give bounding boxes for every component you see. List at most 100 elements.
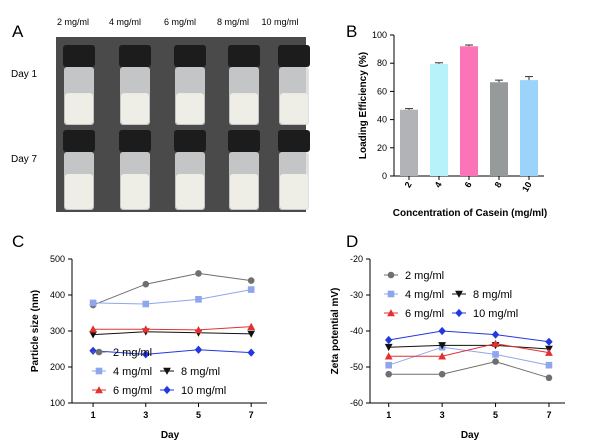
x-axis-label: Concentration of Casein (mg/ml) xyxy=(393,208,547,219)
series-line xyxy=(93,349,252,355)
vial-cap xyxy=(119,130,151,152)
x-tick-label: 2 xyxy=(403,180,414,189)
photo-concentration-label: 8 mg/ml xyxy=(217,17,249,27)
legend-marker xyxy=(95,348,103,356)
vial-liquid xyxy=(176,174,204,209)
series-line xyxy=(93,289,252,305)
series-line xyxy=(93,331,252,336)
series-line xyxy=(388,330,550,343)
x-tick-label: 5 xyxy=(196,410,201,420)
legend-marker xyxy=(387,309,395,317)
data-point xyxy=(89,299,97,307)
data-point xyxy=(385,361,392,369)
x-tick-label: 7 xyxy=(249,410,254,420)
vial-liquid xyxy=(121,93,149,124)
legend-label: 4 mg/ml xyxy=(405,289,444,301)
bar xyxy=(400,109,418,176)
x-tick-label: 5 xyxy=(493,410,498,420)
vial-cap xyxy=(278,130,310,152)
data-point xyxy=(545,361,553,369)
panel-b-bar-chart: B Loading Efficiency (%) Concentration o… xyxy=(346,22,547,219)
y-tick-label: 20 xyxy=(377,143,387,153)
y-axis-label: Particle size (nm) xyxy=(30,290,41,372)
data-point xyxy=(89,346,97,355)
y-tick-label: 100 xyxy=(50,398,65,408)
y-tick-label: 80 xyxy=(377,58,387,68)
vial-liquid xyxy=(280,93,308,124)
series-line xyxy=(92,272,252,306)
vial-liquid xyxy=(65,93,93,124)
vial-liquid xyxy=(230,174,258,209)
panel-letter-c: C xyxy=(12,232,24,251)
x-tick-label: 7 xyxy=(546,410,551,420)
vial-liquid xyxy=(230,93,258,124)
legend-marker xyxy=(387,271,395,279)
x-tick-label: 3 xyxy=(440,410,445,420)
photo-concentration-label: 4 mg/ml xyxy=(109,17,141,27)
legend-marker xyxy=(455,308,463,318)
data-point xyxy=(194,345,203,354)
bar xyxy=(490,82,508,176)
data-point xyxy=(247,322,256,330)
vial-liquid xyxy=(121,174,149,209)
panel-d-line-chart: D Zeta potential mV) Day -20 -30 -40 -50 -60… xyxy=(330,232,565,441)
x-tick-label: 4 xyxy=(433,180,444,189)
vial-liquid xyxy=(280,174,308,209)
data-point xyxy=(247,330,256,338)
vial-cap xyxy=(63,130,95,152)
photo-row-label: Day 7 xyxy=(11,154,38,165)
y-axis-label: Zeta potential mV) xyxy=(330,288,341,375)
data-point xyxy=(438,342,447,350)
vial-cap xyxy=(174,45,206,67)
vial-photograph xyxy=(56,37,310,212)
legend-marker xyxy=(95,386,103,394)
data-point xyxy=(194,326,203,334)
data-point xyxy=(438,326,446,336)
data-point xyxy=(545,348,553,356)
vial-cap xyxy=(278,45,310,67)
data-point xyxy=(247,348,255,357)
legend-marker xyxy=(163,385,171,395)
vial-cap xyxy=(228,130,260,152)
data-point xyxy=(492,351,499,358)
y-tick-label: 100 xyxy=(372,30,387,40)
data-point xyxy=(545,337,553,346)
vial-cap xyxy=(228,45,260,67)
legend-label: 8 mg/ml xyxy=(473,289,512,301)
x-tick-label: 1 xyxy=(91,410,96,420)
data-point xyxy=(384,335,393,345)
data-point xyxy=(142,280,150,288)
panel-letter-b: B xyxy=(346,22,357,41)
x-tick-label: 1 xyxy=(386,410,391,420)
series-line xyxy=(388,361,550,379)
y-tick-label: 40 xyxy=(377,115,387,125)
legend-label: 10 mg/ml xyxy=(181,385,226,397)
legend-label: 4 mg/ml xyxy=(113,366,152,378)
vial-cap xyxy=(119,45,151,67)
data-point xyxy=(385,370,392,378)
data-point xyxy=(142,300,150,308)
y-tick-label: -30 xyxy=(350,290,363,300)
legend-marker xyxy=(387,290,395,298)
vial-liquid xyxy=(65,174,93,209)
vial-cap xyxy=(174,130,206,152)
y-tick-label: -60 xyxy=(350,398,363,408)
data-point xyxy=(142,350,150,359)
panel-c-line-chart: C Particle size (nm) Day 100 200 300 400 500… xyxy=(12,232,267,441)
x-tick-label: 6 xyxy=(463,180,474,189)
data-point xyxy=(247,286,255,293)
data-point xyxy=(438,352,447,360)
legend-marker xyxy=(163,367,171,375)
legend-label: 2 mg/ml xyxy=(405,270,444,282)
y-tick-label: 0 xyxy=(382,171,387,181)
y-tick-label: -20 xyxy=(350,254,363,264)
y-tick-label: 400 xyxy=(50,290,65,300)
x-tick-label: 8 xyxy=(493,180,504,189)
y-tick-label: -40 xyxy=(350,326,363,336)
x-tick-label: 10 xyxy=(520,180,534,194)
data-point xyxy=(545,374,553,382)
legend-label: 10 mg/ml xyxy=(473,308,518,320)
data-point xyxy=(247,277,255,284)
data-point xyxy=(384,343,393,352)
legend-label: 8 mg/ml xyxy=(181,366,220,378)
